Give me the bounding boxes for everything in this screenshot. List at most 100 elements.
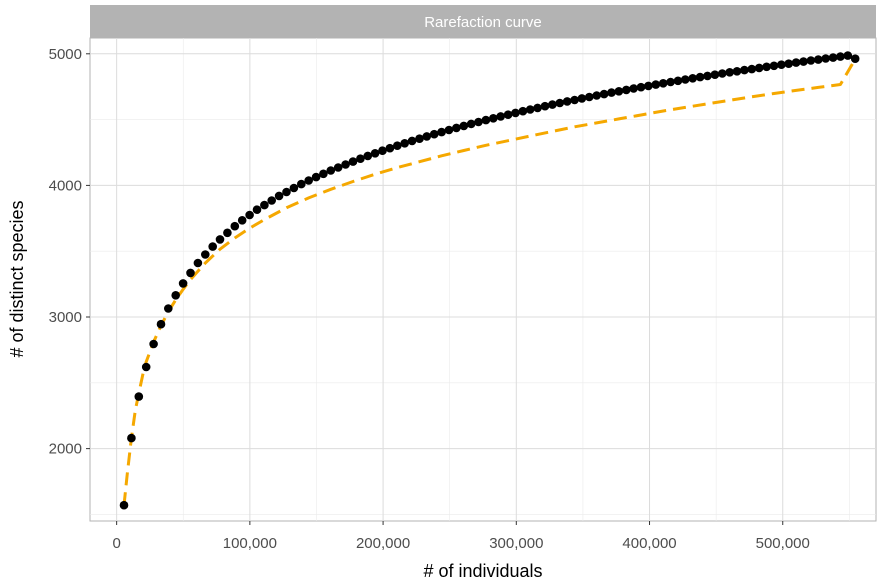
data-point — [651, 80, 661, 89]
data-point — [348, 157, 358, 166]
x-tick-label: 100,000 — [223, 535, 277, 552]
data-point — [474, 117, 483, 127]
data-point — [703, 71, 712, 81]
data-point — [799, 57, 808, 66]
y-tick-label: 2000 — [49, 441, 82, 458]
data-point — [127, 433, 136, 443]
data-point — [496, 112, 506, 121]
data-point — [762, 62, 771, 72]
data-point — [784, 59, 793, 68]
data-point — [747, 64, 757, 74]
data-point — [260, 200, 269, 210]
data-point — [592, 91, 601, 100]
data-point — [171, 291, 180, 300]
data-point — [215, 235, 225, 244]
data-point — [695, 72, 705, 82]
data-point — [326, 166, 336, 175]
grid-lines — [90, 38, 876, 521]
data-point — [577, 94, 587, 103]
data-point — [297, 179, 306, 189]
data-point — [777, 60, 786, 69]
data-point — [186, 268, 195, 278]
data-point — [429, 129, 439, 139]
data-point — [533, 103, 542, 113]
data-point — [149, 339, 158, 349]
data-point — [666, 77, 675, 87]
data-point — [319, 169, 328, 179]
data-point — [754, 63, 764, 73]
data-point — [201, 250, 210, 259]
data-point — [710, 70, 720, 79]
data-point — [850, 54, 860, 63]
data-point — [836, 52, 845, 61]
data-point — [740, 65, 749, 75]
data-point — [193, 258, 203, 268]
data-point — [466, 119, 476, 129]
data-point — [444, 125, 454, 135]
data-point — [370, 149, 380, 158]
data-point — [614, 87, 624, 96]
data-point — [481, 115, 491, 125]
data-point — [252, 205, 262, 214]
data-point — [437, 127, 446, 137]
data-point — [843, 51, 853, 60]
data-point — [304, 176, 314, 185]
data-point — [525, 105, 535, 114]
data-point — [164, 304, 173, 313]
data-point — [119, 500, 129, 510]
data-point — [718, 69, 727, 78]
data-points — [119, 51, 860, 510]
data-point — [341, 160, 350, 169]
data-point — [688, 74, 697, 83]
data-point — [629, 84, 638, 93]
data-point — [237, 216, 247, 225]
data-point — [245, 210, 254, 220]
data-point — [769, 61, 779, 71]
data-point — [791, 58, 801, 67]
data-point — [828, 53, 838, 62]
data-point — [385, 143, 395, 153]
data-point — [223, 228, 232, 238]
y-axis-ticks: 2000 3000 4000 5000 — [49, 46, 90, 458]
data-point — [622, 85, 631, 95]
data-point — [511, 108, 520, 118]
data-point — [393, 141, 402, 150]
data-point — [156, 319, 166, 329]
data-point — [548, 100, 557, 109]
data-point — [636, 82, 646, 92]
strip-background — [90, 5, 876, 38]
data-point — [407, 136, 417, 146]
data-point — [289, 183, 299, 193]
data-point — [274, 191, 284, 201]
data-point — [415, 134, 424, 143]
y-tick-label: 3000 — [49, 309, 82, 326]
x-tick-label: 500,000 — [756, 535, 810, 552]
data-point — [356, 154, 365, 163]
data-point — [562, 97, 572, 106]
fitted-curve — [122, 58, 857, 506]
data-point — [540, 101, 550, 111]
data-point — [400, 139, 410, 148]
data-point — [821, 54, 830, 63]
data-point — [282, 187, 291, 197]
data-point — [311, 172, 321, 182]
data-point — [673, 76, 683, 86]
y-tick-label: 5000 — [49, 46, 82, 63]
data-point — [378, 146, 387, 155]
data-point — [363, 151, 373, 161]
data-point — [607, 88, 616, 97]
data-point — [725, 68, 734, 77]
data-point — [644, 81, 653, 91]
chart-title: Rarefaction curve — [424, 14, 542, 31]
x-axis-ticks: 0 100,000 200,000 300,000 400,000 500,000 — [112, 521, 810, 552]
data-point — [178, 279, 188, 288]
x-tick-label: 0 — [112, 535, 120, 552]
y-axis-title: # of distinct species — [7, 200, 27, 357]
x-tick-label: 400,000 — [622, 535, 676, 552]
data-point — [518, 106, 528, 116]
data-point — [489, 114, 498, 123]
data-point — [230, 221, 240, 231]
data-point — [452, 123, 461, 133]
data-point — [806, 56, 816, 65]
